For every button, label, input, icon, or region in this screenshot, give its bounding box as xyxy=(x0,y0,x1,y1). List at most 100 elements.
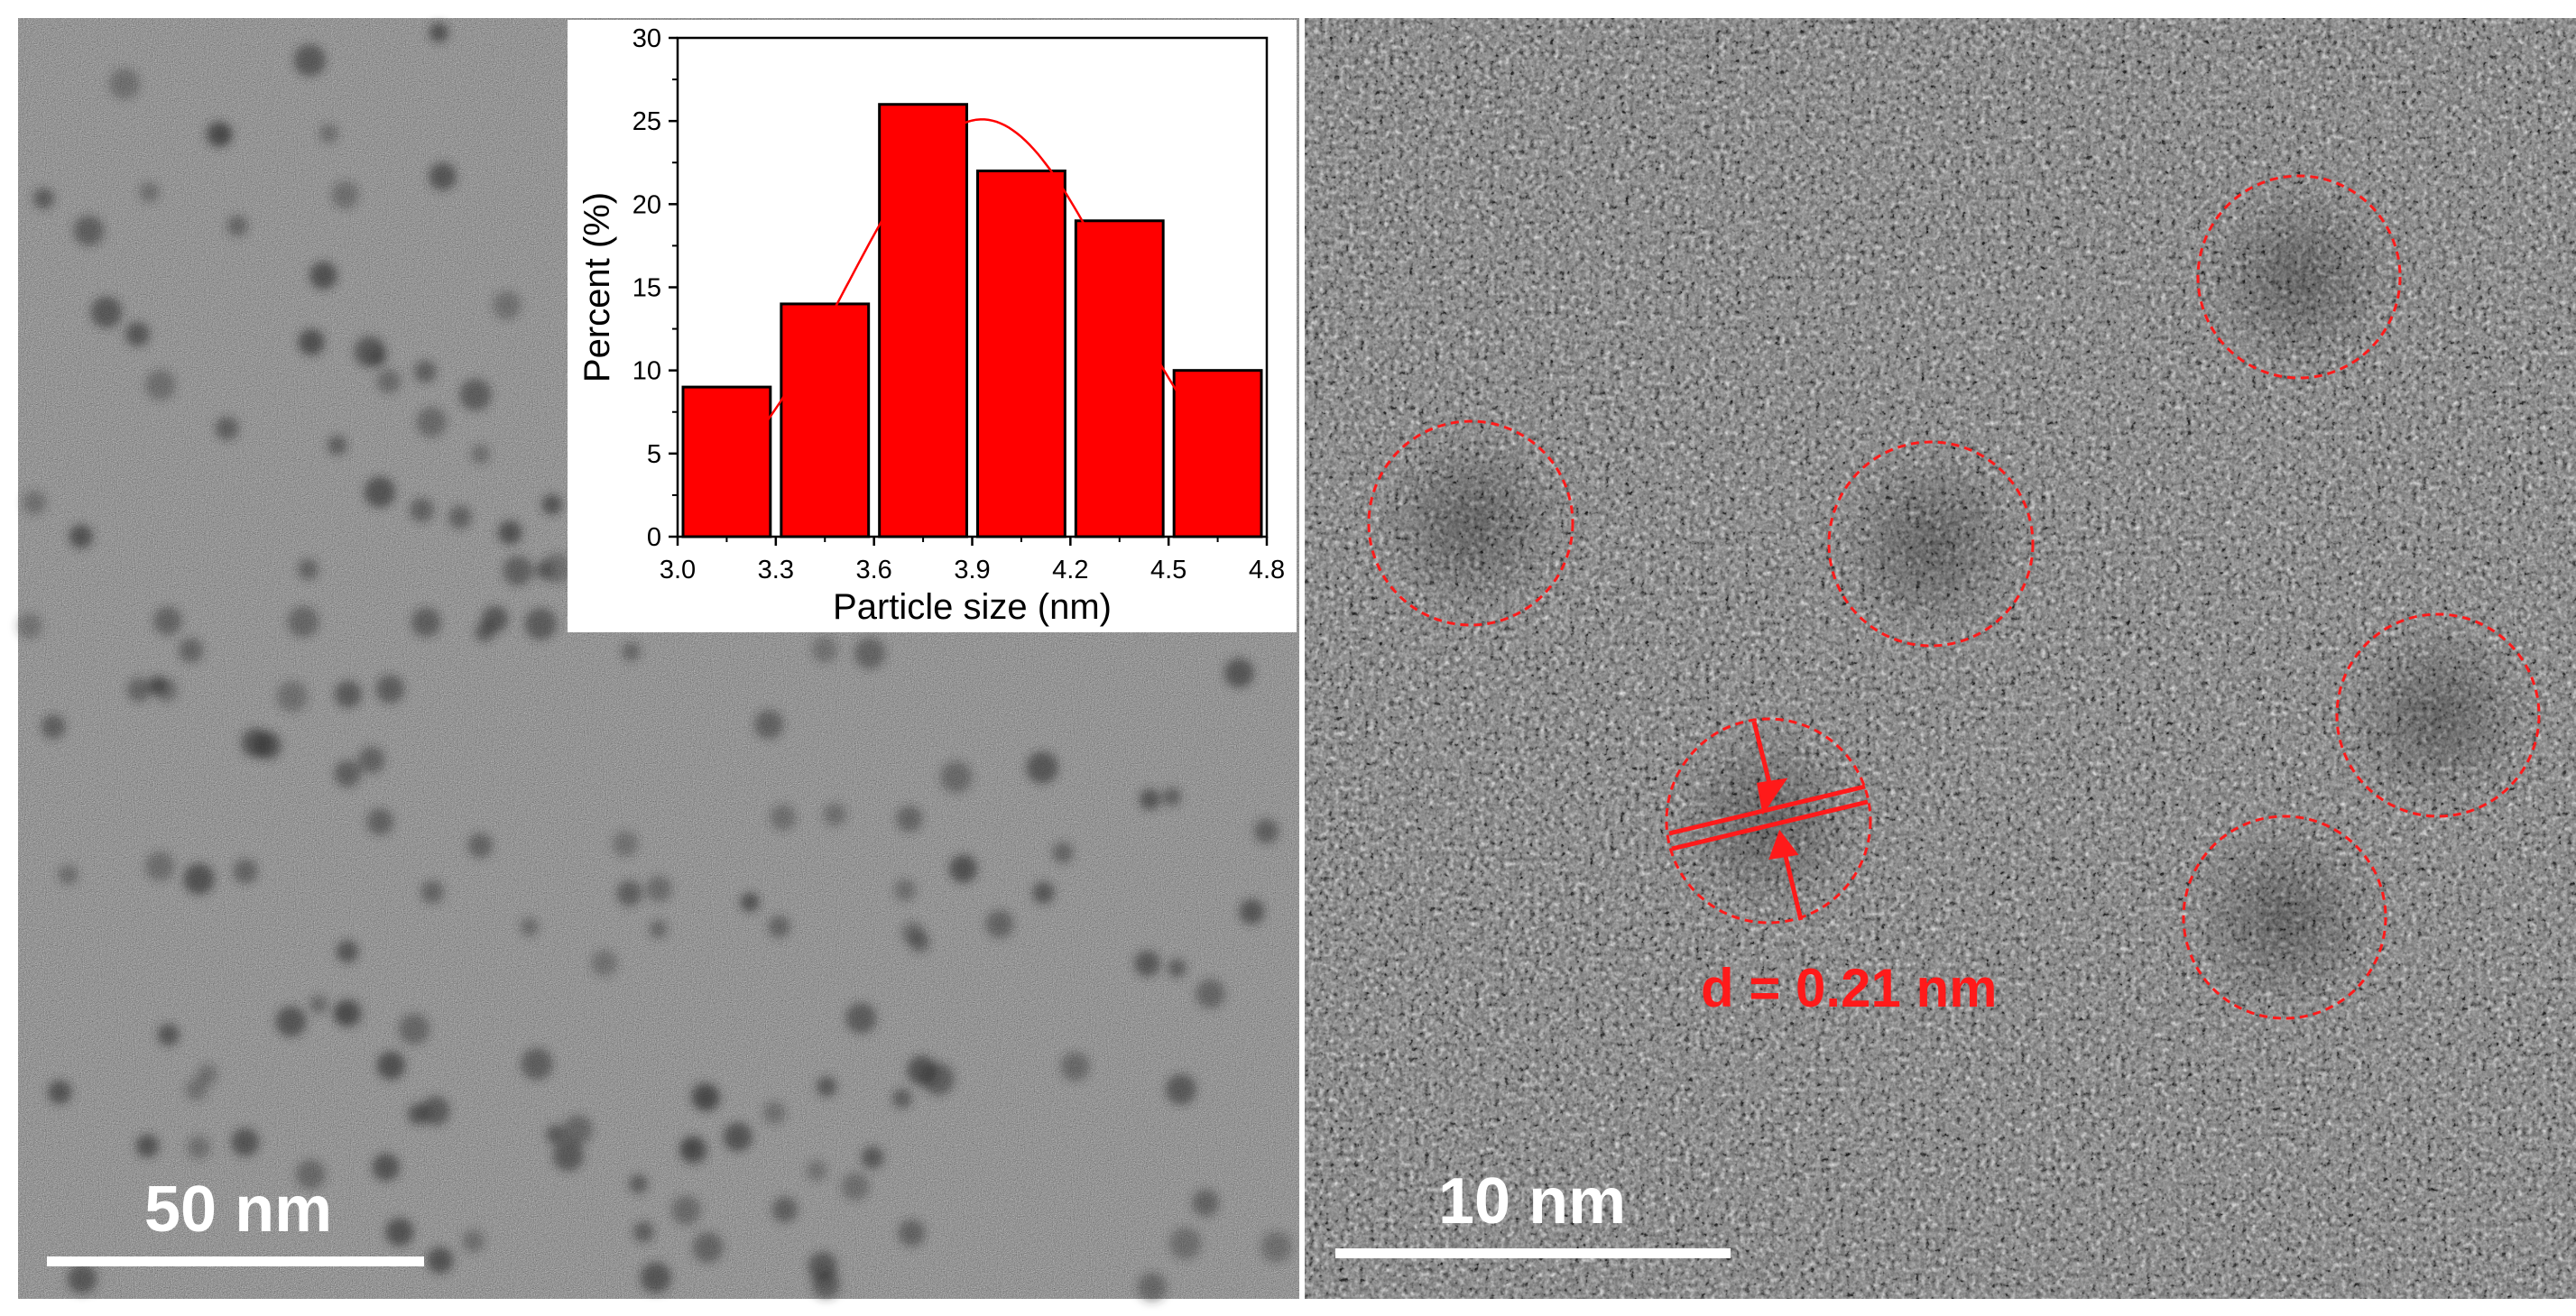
nanoparticle-dot xyxy=(319,124,339,143)
nanoparticle-dot xyxy=(429,162,457,191)
nanoparticle-dot xyxy=(740,892,760,912)
particle-size-histogram: 0 5 10 15 20 25 30 3.0 3.3 3.6 3.9 4.2 4.5 4.8 Particl… xyxy=(568,20,1297,632)
scale-bar-label-right: 10 nm xyxy=(1438,1165,1627,1238)
nanoparticle-dot xyxy=(366,808,394,835)
nanoparticle-dot xyxy=(612,831,639,857)
nanoparticle-dot xyxy=(416,407,448,437)
nanoparticle-dot xyxy=(420,880,444,904)
nanoparticle-dot xyxy=(552,1140,584,1172)
nanoparticle-dot xyxy=(723,1122,752,1152)
nanoparticle-dot xyxy=(157,1024,180,1046)
y-tick-label: 30 xyxy=(632,24,661,53)
nanoparticle-dot xyxy=(354,336,386,368)
nanoparticle-dot xyxy=(298,328,325,356)
nanoparticle-dots xyxy=(16,23,1292,1302)
nanoparticle-dot xyxy=(334,999,364,1028)
nanoparticle-dot xyxy=(546,1125,566,1145)
nanoparticle-dot xyxy=(295,1159,326,1190)
nanoparticle-dot xyxy=(275,1006,307,1037)
nanoparticle-dot xyxy=(649,920,668,939)
nanoparticle-dot xyxy=(459,379,492,411)
particle-circle xyxy=(1367,419,1574,627)
particle-circle xyxy=(2182,814,2387,1020)
nanoparticle-dot xyxy=(541,494,563,515)
x-tick-label: 3.3 xyxy=(758,556,794,584)
nanoparticle-dot xyxy=(215,417,239,440)
nanoparticle-dot xyxy=(41,714,66,740)
nanoparticle-dot xyxy=(771,1196,799,1223)
nanoparticle-dot xyxy=(90,296,123,328)
nanoparticle-dot xyxy=(126,677,152,703)
scale-bar-right xyxy=(1335,1248,1731,1258)
x-tick-label: 4.8 xyxy=(1249,556,1285,584)
nanoparticle-dot xyxy=(226,215,248,237)
histogram-bar xyxy=(1172,369,1263,538)
nanoparticle-dot xyxy=(854,638,886,669)
nanoparticle-dot xyxy=(841,1173,870,1201)
particle-circle xyxy=(2196,174,2402,380)
nanoparticle-dot xyxy=(336,940,359,963)
nanoparticle-dot xyxy=(410,498,434,522)
nanoparticle-dot xyxy=(898,1219,926,1247)
nanoparticle-dot xyxy=(632,1221,654,1243)
nanoparticle-dot xyxy=(679,1136,708,1164)
nanoparticle-dot xyxy=(411,607,441,638)
nanoparticle-dot xyxy=(358,746,385,774)
nanoparticle-dot xyxy=(645,876,672,902)
nanoparticle-dot xyxy=(334,680,363,708)
lattice-fringe-lines xyxy=(1668,784,1869,851)
nanoparticle-dot xyxy=(1052,842,1074,864)
particle-circle xyxy=(1665,717,1872,925)
nanoparticle-dot xyxy=(185,1078,208,1101)
y-tick-label: 20 xyxy=(632,190,661,219)
nanoparticle-dot xyxy=(233,859,258,884)
nanoparticle-dot xyxy=(16,613,42,639)
nanoparticle-dot xyxy=(1139,788,1161,811)
nanoparticle-dot xyxy=(414,360,437,383)
nanoparticle-dot xyxy=(861,1146,884,1169)
nanoparticle-dot xyxy=(503,556,533,586)
nanoparticle-dot xyxy=(144,851,175,881)
nanoparticle-dot xyxy=(178,638,204,663)
particle-circle xyxy=(1827,440,2035,648)
nanoparticle-dot xyxy=(1162,787,1181,806)
nanoparticle-dot xyxy=(521,1047,553,1081)
x-tick-label: 3.0 xyxy=(660,556,696,584)
nanoparticle-dot xyxy=(187,1136,210,1159)
scale-bar-left xyxy=(47,1256,424,1266)
nanoparticle-dot xyxy=(921,1063,955,1096)
nanoparticle-dot xyxy=(32,188,55,209)
nanoparticle-dot xyxy=(893,879,917,902)
nanoparticle-dot xyxy=(135,1134,160,1158)
d-spacing-label: d = 0.21 nm xyxy=(1701,958,1998,1018)
histogram-bar xyxy=(976,169,1066,538)
nanoparticle-dot xyxy=(482,605,509,633)
nanoparticle-dot xyxy=(524,608,558,640)
nanoparticle-dot xyxy=(241,728,272,759)
nanoparticle-dot xyxy=(671,1195,701,1226)
nanoparticle-dot xyxy=(420,1096,450,1126)
nanoparticle-dot xyxy=(372,1153,401,1182)
nanoparticle-dot xyxy=(108,68,141,100)
nanoparticle-dot xyxy=(47,1080,72,1105)
nanoparticle-dot xyxy=(493,290,522,320)
x-tick-label: 3.9 xyxy=(954,556,990,584)
nanoparticle-dot xyxy=(375,675,405,704)
nanoparticle-dot xyxy=(298,558,319,580)
nanoparticle-dot xyxy=(693,1084,721,1112)
nanoparticle-dot xyxy=(940,760,973,794)
nanoparticle-dot xyxy=(985,909,1014,939)
nanoparticle-dot xyxy=(692,1232,724,1264)
nanoparticle-dot xyxy=(427,1247,454,1275)
scale-bar-label-left: 50 nm xyxy=(144,1173,333,1246)
nanoparticle-dot xyxy=(1026,751,1058,784)
nanoparticle-dot xyxy=(762,1101,786,1125)
histogram-svg: 0 5 10 15 20 25 30 3.0 3.3 3.6 3.9 4.2 4.5 4.8 Particl… xyxy=(577,24,1285,627)
nanoparticle-dot xyxy=(58,865,78,885)
nanoparticle-dot xyxy=(622,642,641,661)
nanoparticle-dot xyxy=(823,803,846,826)
nanoparticle-dot xyxy=(770,804,797,831)
hrtem-texture-right xyxy=(1299,0,2576,1316)
nanoparticle-dot xyxy=(1260,1231,1292,1263)
